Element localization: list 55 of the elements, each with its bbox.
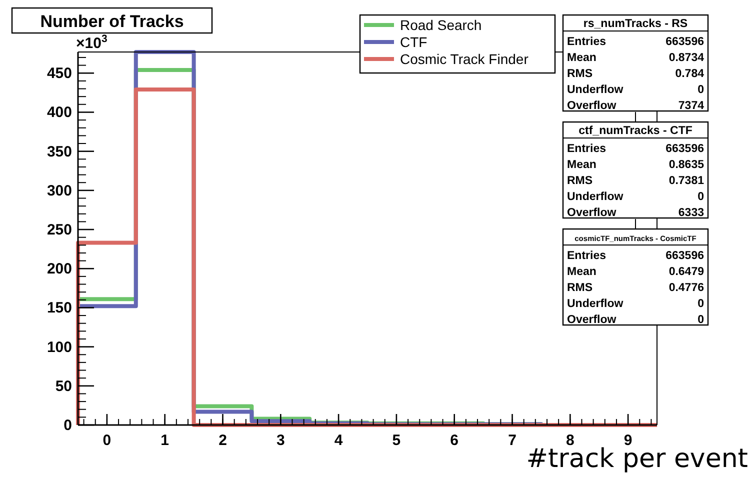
y-tick-label: 0 xyxy=(64,417,72,434)
annotation: Mean xyxy=(567,266,596,278)
text: rs_numTracks - RS xyxy=(583,18,688,30)
y-tick-label: 150 xyxy=(46,300,72,317)
annotation: Overflow xyxy=(567,100,616,112)
text: 0.8635 xyxy=(668,159,705,171)
text: 0.8734 xyxy=(668,52,705,64)
text: 0.7381 xyxy=(668,175,705,187)
y-axis-title: ×10$^{3}$ xyxy=(76,33,108,52)
annotation: ctf_numTracks - CTF xyxy=(578,125,692,137)
y-tick-label: 400 xyxy=(46,104,72,122)
y-tick-label: 50 xyxy=(55,378,72,395)
annotation: Entries xyxy=(567,250,606,262)
text: 0.784 xyxy=(675,68,705,80)
y-tick-label: 350 xyxy=(46,143,72,160)
text: 0 xyxy=(698,298,704,310)
legend-label: CTF xyxy=(400,34,428,50)
annotation: Underflow xyxy=(567,298,624,310)
annotation: Underflow xyxy=(567,191,624,203)
text: 0.6479 xyxy=(668,266,704,278)
y-tick-label: 450 xyxy=(46,65,72,82)
x-tick-label: 3 xyxy=(276,432,285,449)
legend-label: Cosmic Track Finder xyxy=(400,51,529,67)
x-tick-label: 7 xyxy=(508,432,516,449)
annotation: Mean xyxy=(567,52,596,64)
annotation: RMS xyxy=(567,68,593,80)
y-tick-label: 200 xyxy=(46,260,72,278)
annotation: Underflow xyxy=(567,84,624,96)
annotation: RMS xyxy=(567,282,593,294)
text: 0 xyxy=(698,191,704,203)
text: 6333 xyxy=(678,207,704,219)
chart-title: Number of Tracks xyxy=(40,12,184,31)
x-tick-label: 2 xyxy=(218,432,227,449)
text: Entries xyxy=(567,36,606,48)
annotation: Overflow xyxy=(567,314,616,326)
x-tick-label: 1 xyxy=(160,432,170,449)
text: 663596 xyxy=(666,143,704,155)
text: 0.4776 xyxy=(668,282,704,294)
x-tick-label: 5 xyxy=(392,432,401,449)
annotation: Mean xyxy=(567,159,596,171)
text: 663596 xyxy=(666,250,704,262)
y-tick-label: 100 xyxy=(46,338,72,356)
annotation: RMS xyxy=(567,175,593,187)
x-tick-label: 4 xyxy=(334,432,344,449)
text: 663596 xyxy=(666,36,704,48)
legend-label: Road Search xyxy=(400,17,482,33)
x-tick-label: 6 xyxy=(450,432,459,449)
text: 7374 xyxy=(678,100,705,112)
x-tick-label: 0 xyxy=(102,432,112,449)
annotation: Overflow xyxy=(567,207,616,219)
text: 0 xyxy=(698,84,704,96)
y-tick-label: 300 xyxy=(46,182,72,200)
text: 0 xyxy=(698,314,704,326)
y-tick-label: 250 xyxy=(46,222,72,239)
annotation: Entries xyxy=(567,143,606,155)
